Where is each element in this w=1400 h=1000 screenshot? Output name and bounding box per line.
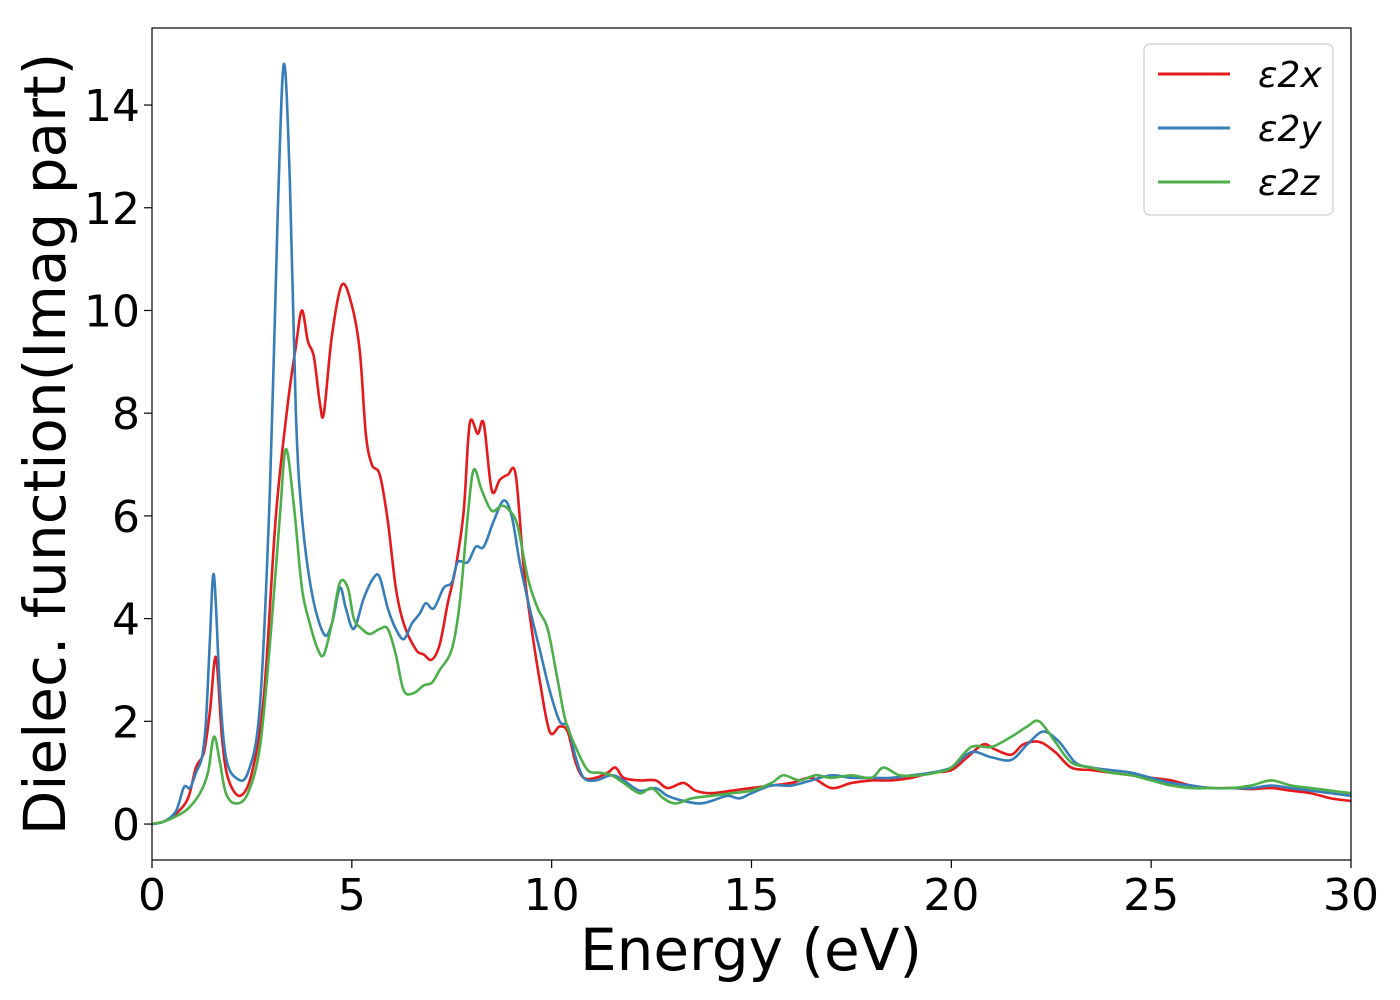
y-axis-label: Dielec. function(Imag part)	[11, 53, 79, 836]
x-tick-label: 10	[524, 870, 580, 921]
y-axis-ticks: 0 2 4 6 8 10 12 14	[84, 81, 152, 851]
y-tick-label: 6	[112, 492, 140, 543]
x-tick-label: 30	[1323, 870, 1379, 921]
x-tick-label: 0	[138, 870, 166, 921]
x-tick-label: 5	[338, 870, 366, 921]
y-tick-label: 10	[84, 286, 140, 337]
y-tick-label: 2	[112, 697, 140, 748]
legend-box	[1143, 43, 1334, 216]
x-axis-ticks: 0 5 10 15 20 25 30	[138, 860, 1379, 921]
legend-label-z: ε2z	[1258, 163, 1320, 204]
legend-label-y: ε2y	[1258, 109, 1322, 150]
series-line-y	[152, 62, 1351, 826]
legend: ε2x ε2y ε2z	[1143, 43, 1334, 216]
series-line-x	[152, 282, 1351, 826]
x-tick-label: 25	[1123, 870, 1179, 921]
y-tick-label: 14	[84, 81, 140, 132]
series-line-z	[152, 447, 1351, 826]
x-tick-label: 20	[923, 870, 979, 921]
x-tick-label: 15	[724, 870, 780, 921]
y-tick-label: 8	[112, 389, 140, 440]
y-tick-label: 12	[84, 184, 140, 235]
y-tick-label: 0	[112, 800, 140, 851]
x-axis-label: Energy (eV)	[580, 916, 922, 984]
legend-label-x: ε2x	[1258, 55, 1322, 96]
series-layer	[152, 62, 1351, 826]
y-tick-label: 4	[112, 595, 140, 646]
